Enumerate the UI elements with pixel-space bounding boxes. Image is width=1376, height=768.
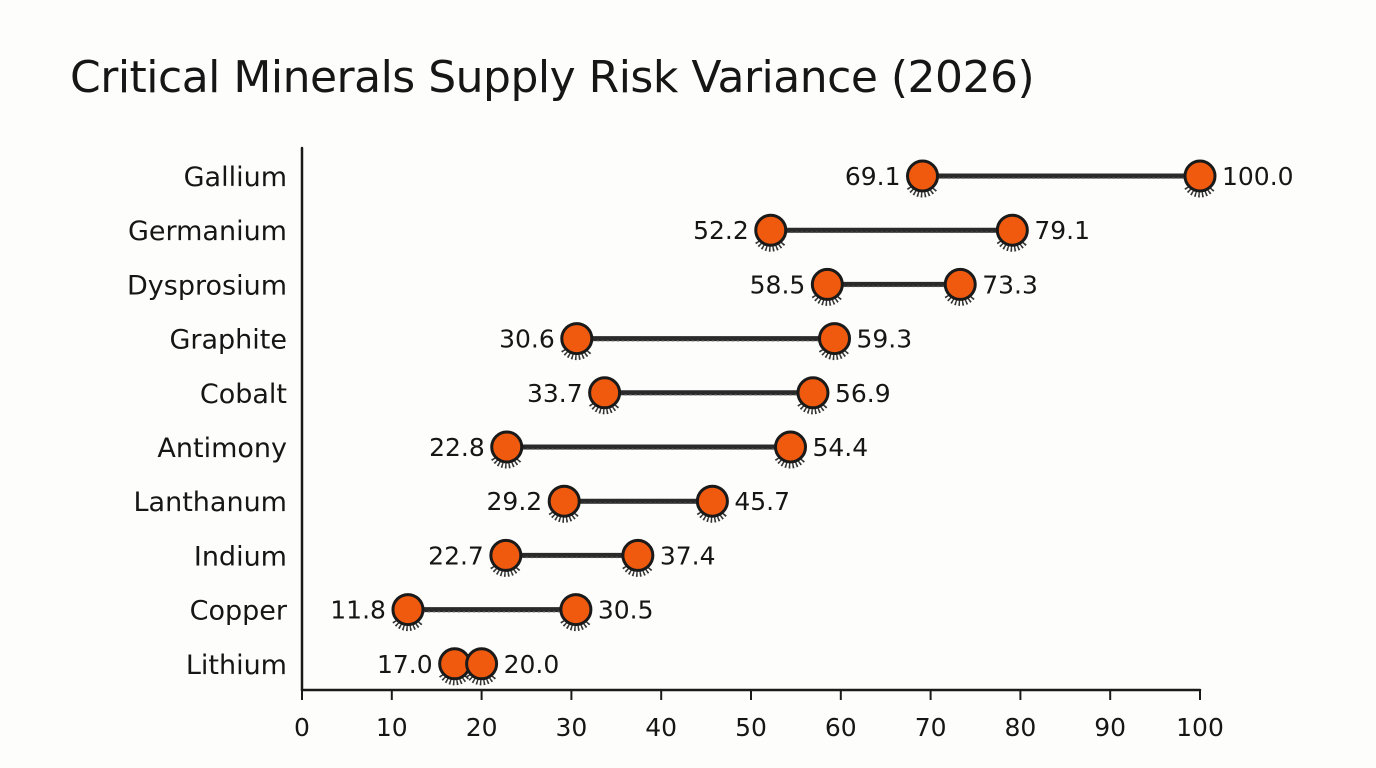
axes: 0 10 20 30 40 50 60 70 80 90 100: [294, 146, 1224, 742]
high-dot-shadow: [797, 402, 829, 415]
chart-title: Critical Minerals Supply Risk Variance (…: [70, 52, 1035, 103]
low-dot: [489, 538, 523, 572]
row-gallium: Gallium 69.1 100.0: [184, 159, 1294, 198]
high-dot: [774, 430, 808, 464]
low-dot-shadow: [811, 293, 843, 306]
high-dot-shadow: [774, 456, 807, 469]
high-value-label: 56.9: [835, 379, 891, 408]
high-dot-shadow: [560, 618, 592, 632]
low-dot: [490, 430, 524, 464]
high-dot-shadow: [818, 347, 851, 361]
low-value-label: 22.8: [429, 433, 485, 462]
high-value-label: 37.4: [660, 541, 716, 570]
x-tick-label: 100: [1176, 713, 1224, 742]
high-dot-shadow: [944, 293, 976, 306]
high-dot: [818, 322, 852, 356]
x-tick-label: 90: [1094, 713, 1126, 742]
high-dot-shadow: [622, 564, 654, 577]
row-copper: Copper 11.8 30.5: [190, 593, 654, 632]
low-value-label: 22.7: [428, 541, 484, 570]
row-cobalt: Cobalt 33.7 56.9: [200, 376, 891, 415]
category-label: Cobalt: [200, 379, 287, 410]
low-dot-shadow: [491, 456, 523, 469]
high-value-label: 100.0: [1222, 162, 1294, 191]
x-tick-label: 20: [466, 713, 498, 742]
row-lanthanum: Lanthanum 29.2 45.7: [134, 484, 790, 523]
low-dot-shadow: [548, 510, 580, 523]
x-tick-label: 40: [645, 713, 677, 742]
x-tick-label: 80: [1004, 713, 1036, 742]
x-tick-label: 70: [915, 713, 947, 742]
category-label: Antimony: [157, 433, 287, 464]
high-dot: [796, 376, 830, 410]
row-antimony: Antimony 22.8 54.4: [157, 430, 869, 469]
category-label: Copper: [190, 596, 288, 627]
high-dot-shadow: [466, 673, 498, 686]
low-value-label: 11.8: [330, 596, 386, 625]
row-germanium: Germanium 52.2 79.1: [128, 213, 1090, 252]
low-dot-shadow: [906, 185, 939, 198]
low-dot: [391, 593, 425, 627]
high-dot-shadow: [696, 510, 728, 523]
low-dot: [906, 159, 940, 193]
low-value-label: 52.2: [693, 216, 749, 245]
high-dot: [695, 484, 729, 518]
high-value-label: 30.5: [598, 596, 654, 625]
low-dot-shadow: [490, 564, 522, 577]
category-label: Dysprosium: [127, 270, 287, 301]
chart-rows: Gallium 69.1 100.0 Germanium 52.2 79.1 Dyspros…: [127, 159, 1294, 686]
category-label: Indium: [194, 541, 287, 572]
high-value-label: 54.4: [813, 433, 869, 462]
high-value-label: 45.7: [734, 487, 790, 516]
row-indium: Indium 22.7 37.4: [194, 538, 716, 577]
high-dot: [621, 538, 655, 572]
high-value-label: 73.3: [982, 270, 1038, 299]
low-dot-shadow: [561, 347, 593, 361]
low-dot: [547, 484, 581, 518]
high-dot: [995, 213, 1029, 247]
category-label: Germanium: [128, 216, 287, 247]
high-dot: [1183, 159, 1217, 193]
low-value-label: 33.7: [527, 379, 583, 408]
low-dot: [588, 376, 622, 410]
row-dysprosium: Dysprosium 58.5 73.3: [127, 267, 1038, 306]
high-dot: [943, 267, 977, 301]
category-label: Lanthanum: [134, 487, 287, 518]
low-dot: [754, 213, 788, 247]
high-dot: [465, 647, 499, 681]
high-value-label: 59.3: [857, 325, 913, 354]
low-value-label: 30.6: [499, 325, 555, 354]
x-tick-label: 60: [825, 713, 857, 742]
category-label: Gallium: [184, 162, 287, 193]
x-tick-label: 30: [555, 713, 587, 742]
low-value-label: 17.0: [377, 650, 433, 679]
row-graphite: Graphite 30.6 59.3: [169, 322, 913, 361]
low-value-label: 29.2: [487, 487, 543, 516]
high-value-label: 79.1: [1034, 216, 1090, 245]
low-dot-shadow: [589, 402, 621, 415]
category-label: Lithium: [186, 650, 287, 681]
low-dot-shadow: [392, 618, 424, 632]
low-value-label: 69.1: [845, 162, 901, 191]
row-lithium: Lithium 17.0 20.0: [186, 647, 560, 686]
x-tick-label: 50: [735, 713, 767, 742]
high-dot: [559, 593, 593, 627]
low-dot: [810, 267, 844, 301]
category-label: Graphite: [169, 325, 287, 356]
low-dot-shadow: [755, 239, 787, 252]
low-dot: [560, 322, 594, 356]
low-dot-shadow: [439, 673, 471, 686]
low-value-label: 58.5: [750, 270, 806, 299]
high-value-label: 20.0: [504, 650, 560, 679]
x-tick-label: 10: [376, 713, 408, 742]
high-dot-shadow: [1184, 185, 1216, 198]
x-tick-label: 0: [294, 713, 310, 742]
high-dot-shadow: [996, 239, 1028, 252]
